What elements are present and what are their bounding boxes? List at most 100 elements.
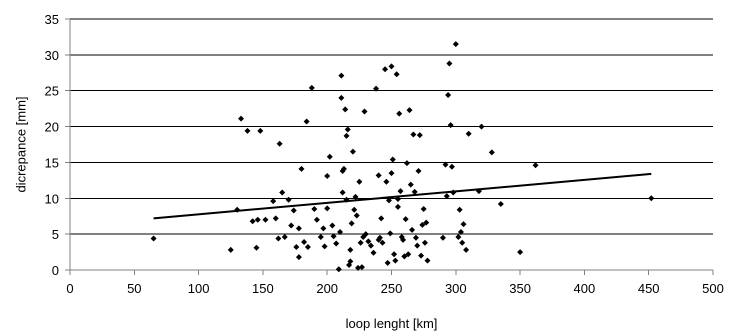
x-tick-label: 400 [574,281,596,296]
y-axis-title: dicrepance [mm] [13,96,28,192]
data-point [411,188,418,195]
data-point [370,249,377,256]
y-tick-label: 35 [45,12,59,27]
x-tick-label: 500 [702,281,724,296]
x-tick-label: 250 [381,281,403,296]
data-point [403,160,410,167]
data-point [321,243,328,250]
data-point [396,110,403,117]
x-axis-title: loop lenght [km] [346,316,438,331]
y-axis-ticks: 0 5 10 15 20 25 30 35 [45,12,70,278]
data-point [376,234,383,241]
data-point [384,259,391,266]
data-point [347,246,354,253]
data-point [419,221,426,228]
trendline [153,172,652,220]
data-point [405,251,412,258]
data-point [383,178,390,185]
data-point [367,242,374,249]
data-point [253,244,260,251]
data-point [303,118,310,125]
data-point [387,230,394,237]
data-point [342,106,349,113]
data-point [272,215,279,222]
data-point [379,239,386,246]
data-point [324,205,331,212]
data-point [488,149,495,156]
data-point [478,123,485,130]
data-point [279,189,286,196]
data-point [288,222,295,229]
y-tick-label: 10 [45,191,59,206]
x-axis-ticks: 0 50 100 150 200 250 300 350 400 450 500 [66,270,724,296]
data-point [257,127,264,134]
data-point [276,140,283,147]
data-point [382,66,389,73]
data-point [270,198,277,205]
data-point [333,240,340,247]
data-point [391,251,398,258]
data-point [254,216,261,223]
data-point [313,216,320,223]
data-point [517,249,524,256]
data-point [355,264,362,271]
data-point [406,107,413,114]
data-point [439,234,446,241]
data-point [414,242,421,249]
data-point [457,228,464,235]
data-point [420,206,427,213]
data-point [463,246,470,253]
data-point [455,234,462,241]
data-point [378,215,385,222]
data-point [320,225,327,232]
data-point [227,246,234,253]
data-point [298,165,305,172]
data-point [397,188,404,195]
data-point [443,193,450,200]
x-tick-label: 0 [66,281,73,296]
x-tick-label: 300 [445,281,467,296]
data-point [460,221,467,228]
data-point [343,132,350,139]
data-point [424,257,431,264]
data-point [456,206,463,213]
data-point [423,219,430,226]
data-point [295,254,302,261]
data-point [375,172,382,179]
data-point [392,257,399,264]
x-tick-label: 450 [638,281,660,296]
data-point [340,165,347,172]
gridlines [70,18,713,235]
y-tick-label: 25 [45,84,59,99]
data-point [356,178,363,185]
data-point [238,115,245,122]
data-point [337,228,344,235]
data-point [311,206,318,213]
data-point [532,162,539,169]
data-point [373,85,380,92]
data-point [330,233,337,240]
x-tick-label: 200 [316,281,338,296]
data-point [446,60,453,67]
data-point [358,264,365,271]
data-point [361,108,368,115]
data-point [304,244,311,251]
data-point [293,244,300,251]
data-point [339,189,346,196]
data-point [447,122,454,129]
data-point [357,239,364,246]
data-point [362,231,369,238]
data-point [418,252,425,259]
data-point [401,253,408,260]
data-point [262,216,269,223]
data-point [402,216,409,223]
data-point [290,207,297,214]
data-point [295,225,302,232]
data-point [353,212,360,219]
data-point [497,201,504,208]
data-point [301,239,308,246]
data-point [281,234,288,241]
data-point [389,156,396,163]
data-point [308,84,315,91]
